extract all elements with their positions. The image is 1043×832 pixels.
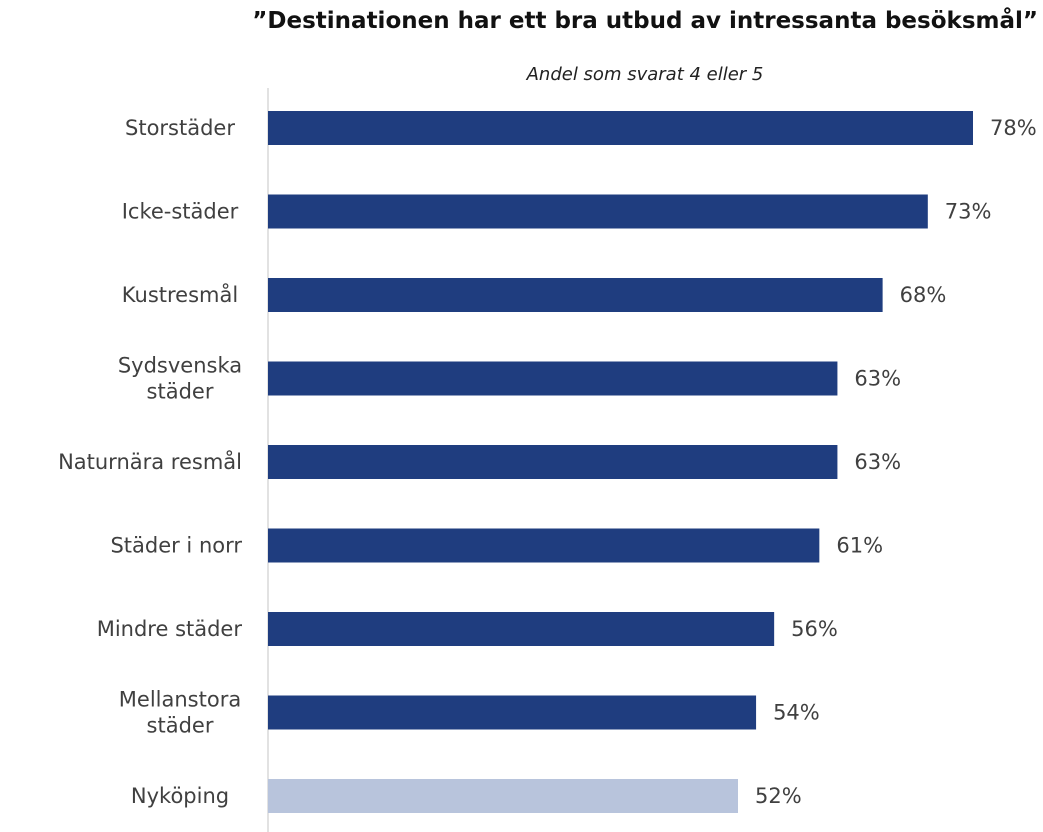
bar-value-label: 68% (900, 283, 947, 307)
value-labels-group: 78% 73% 68% 63% 63% 61% 56% 54% 52% (755, 116, 1037, 808)
bar (268, 528, 820, 563)
bar (268, 612, 775, 646)
category-label: Mellanstora (119, 688, 241, 712)
category-label: Mindre städer (97, 617, 243, 641)
bar-value-label: 54% (773, 701, 820, 725)
category-label: Kustresmål (122, 282, 238, 307)
bar-value-label: 56% (791, 617, 838, 641)
category-label: Sydsvenska (118, 354, 242, 378)
bar (268, 111, 973, 145)
chart-subtitle: Andel som svarat 4 eller 5 (526, 64, 764, 85)
bar (268, 695, 757, 730)
bar (268, 445, 838, 479)
bar-value-label: 63% (854, 367, 901, 391)
bar (268, 361, 838, 396)
bar-value-label: 63% (854, 450, 901, 474)
bar-value-label: 73% (945, 200, 992, 224)
chart-title: ”Destinationen har ett bra utbud av intr… (252, 7, 1038, 34)
bar (268, 194, 928, 229)
category-label: städer (147, 714, 214, 738)
bar (268, 278, 883, 312)
bar-value-label: 52% (755, 784, 802, 808)
category-label: Nyköping (131, 784, 229, 808)
bars-group (268, 111, 973, 813)
bar-value-label: 61% (836, 534, 883, 558)
category-label: Storstäder (125, 116, 235, 140)
category-labels-group: Storstäder Icke-städer Kustresmål Sydsvensk… (58, 116, 242, 808)
category-label: Städer i norr (110, 534, 242, 558)
category-label: städer (147, 380, 214, 404)
category-label: Icke-städer (122, 200, 239, 224)
category-label: Naturnära resmål (58, 449, 242, 474)
bar (268, 779, 738, 813)
bar-value-label: 78% (990, 116, 1037, 140)
